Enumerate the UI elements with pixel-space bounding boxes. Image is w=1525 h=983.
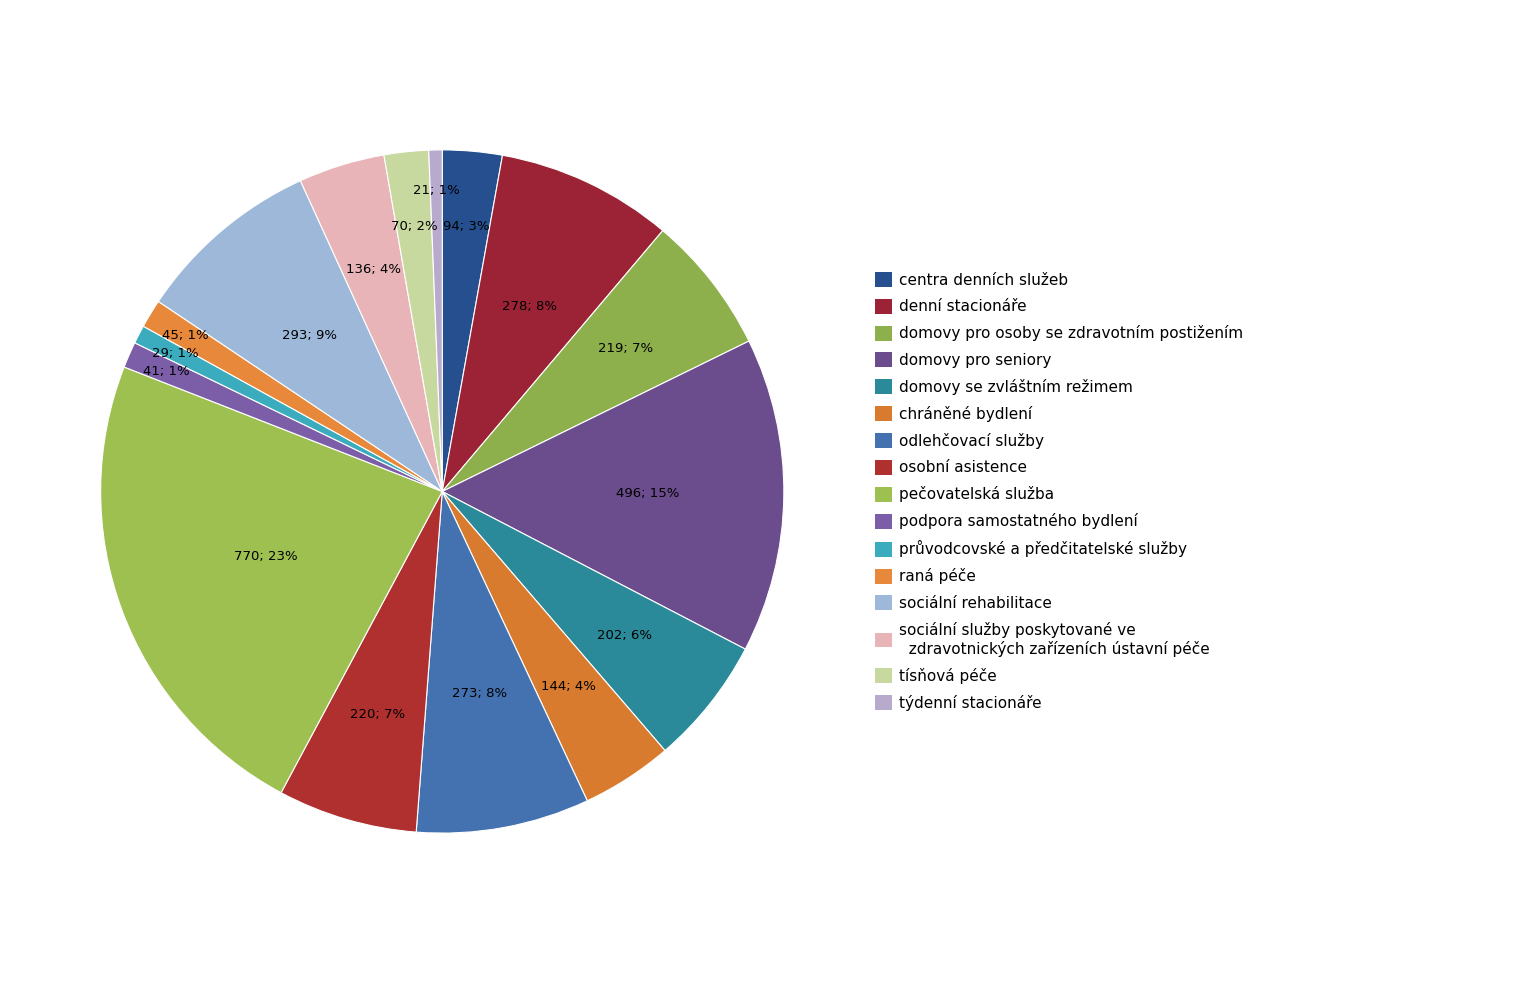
- Text: 70; 2%: 70; 2%: [390, 220, 438, 233]
- Text: 293; 9%: 293; 9%: [282, 329, 337, 342]
- Text: 144; 4%: 144; 4%: [541, 680, 596, 693]
- Wedge shape: [442, 341, 784, 649]
- Text: 220; 7%: 220; 7%: [349, 708, 404, 721]
- Wedge shape: [159, 181, 442, 492]
- Text: 21; 1%: 21; 1%: [413, 185, 459, 198]
- Text: 136; 4%: 136; 4%: [346, 263, 401, 276]
- Wedge shape: [384, 150, 442, 492]
- Text: 770; 23%: 770; 23%: [235, 550, 297, 563]
- Text: 29; 1%: 29; 1%: [152, 347, 198, 360]
- Wedge shape: [442, 155, 663, 492]
- Text: 45; 1%: 45; 1%: [162, 328, 209, 341]
- Wedge shape: [300, 155, 442, 492]
- Text: 496; 15%: 496; 15%: [616, 488, 679, 500]
- Wedge shape: [134, 326, 442, 492]
- Text: 219; 7%: 219; 7%: [598, 342, 653, 355]
- Wedge shape: [429, 149, 442, 492]
- Wedge shape: [442, 492, 746, 750]
- Wedge shape: [442, 231, 749, 492]
- Wedge shape: [143, 302, 442, 492]
- Wedge shape: [124, 343, 442, 492]
- Wedge shape: [416, 492, 587, 834]
- Wedge shape: [442, 149, 503, 492]
- Wedge shape: [442, 492, 665, 801]
- Text: 94; 3%: 94; 3%: [442, 219, 490, 233]
- Wedge shape: [281, 492, 442, 832]
- Text: 202; 6%: 202; 6%: [596, 629, 651, 642]
- Legend: centra denních služeb, denní stacionáře, domovy pro osoby se zdravotním postižen: centra denních služeb, denní stacionáře,…: [875, 272, 1243, 711]
- Text: 41; 1%: 41; 1%: [143, 365, 191, 377]
- Wedge shape: [101, 367, 442, 792]
- Text: 278; 8%: 278; 8%: [502, 300, 557, 313]
- Text: 273; 8%: 273; 8%: [451, 686, 506, 700]
